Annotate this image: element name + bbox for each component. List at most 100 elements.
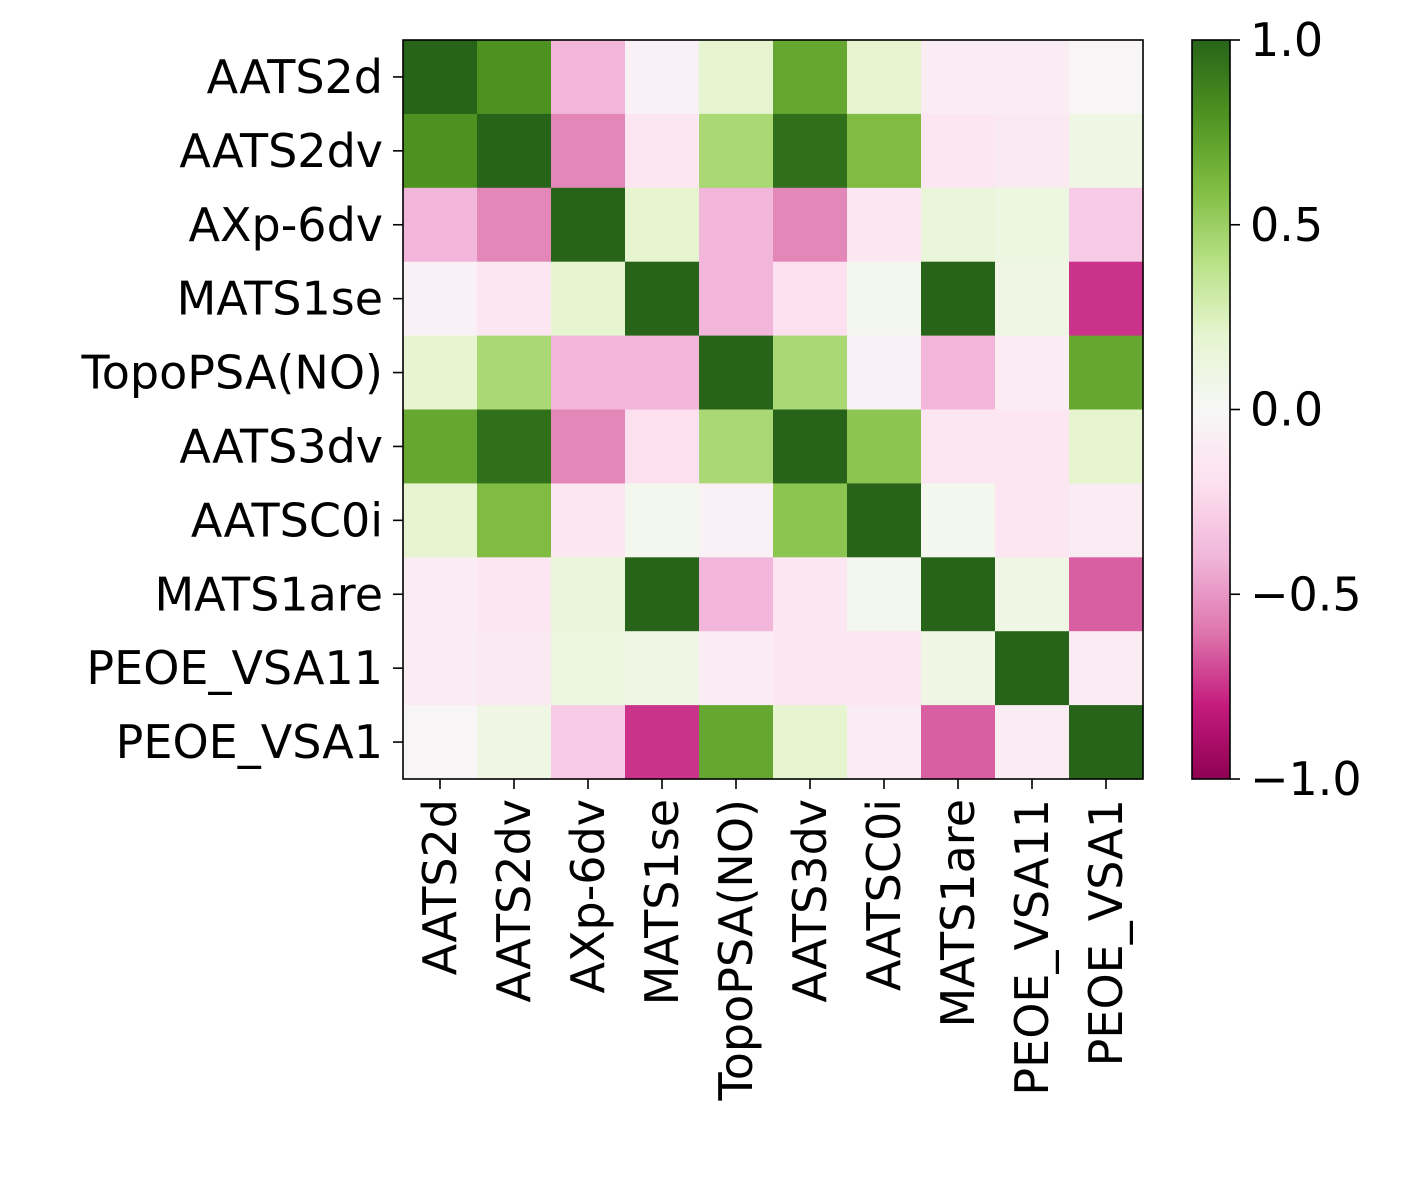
heatmap-cell [1069,335,1144,411]
heatmap-cell [699,335,774,411]
heatmap-cell [773,187,848,263]
colorbar-tick-label: −0.5 [1250,567,1362,621]
y-tick-label: MATS1are [154,567,383,621]
heatmap-cell [847,557,922,632]
heatmap-cell [773,335,848,411]
heatmap-cell [551,483,626,558]
heatmap-cell [477,483,552,558]
heatmap-cell [551,113,626,189]
heatmap-cell [847,113,922,189]
heatmap-cell [921,631,996,706]
heatmap-cell [551,40,626,115]
heatmap-cell [995,557,1070,632]
heatmap-cell [625,705,700,780]
heatmap-cell [921,557,996,632]
y-tick-label: PEOE_VSA11 [86,641,383,695]
y-tick-label: TopoPSA(NO) [80,346,383,400]
x-tick-label: PEOE_VSA11 [1005,799,1059,1096]
y-tick-label: PEOE_VSA1 [116,715,383,769]
heatmap-cell [847,409,922,484]
heatmap-cell [477,631,552,706]
heatmap-cell [477,409,552,484]
colorbar-tick-label: 0.0 [1250,383,1323,437]
heatmap-cell [921,335,996,411]
heatmap-cell [1069,113,1144,189]
colorbar-tick-label: −1.0 [1250,752,1362,806]
y-tick-label: AATSC0i [191,493,383,547]
colorbar: 1.0 0.5 0.0 −0.5 −1.0 [1191,13,1362,806]
heatmap-cell [403,335,478,411]
heatmap-cell [625,261,700,337]
x-tick-label: AATSC0i [857,799,911,991]
heatmap-cell [403,631,478,706]
heatmap-cell [995,705,1070,780]
y-tick-label: AATS3dv [179,419,383,473]
heatmap-cell [847,335,922,411]
heatmap-cell [551,705,626,780]
heatmap-cell [995,631,1070,706]
heatmap-cell [551,187,626,263]
heatmap-cell [847,40,922,115]
heatmap-cell [551,335,626,411]
heatmap-cell [773,261,848,337]
y-tick-label: AATS2d [207,50,383,104]
heatmap-cell [403,705,478,780]
heatmap-cell [995,113,1070,189]
heatmap-cell [995,483,1070,558]
heatmap-cell [1069,187,1144,263]
heatmap-cell [773,409,848,484]
heatmap-cell [921,40,996,115]
heatmap-cell [403,483,478,558]
heatmap-cell [699,409,774,484]
heatmap-cell [921,705,996,780]
x-tick-label: AATS2dv [487,799,541,1003]
heatmap-cell [625,187,700,263]
heatmap-cell [699,40,774,115]
heatmap-cell [403,409,478,484]
heatmap-cell [625,409,700,484]
x-tick-label: TopoPSA(NO) [709,799,763,1102]
y-tick-label: AXp-6dv [189,198,383,252]
heatmap-cell [551,409,626,484]
heatmap-cell [551,631,626,706]
heatmap-cell [921,483,996,558]
heatmap-cell [773,113,848,189]
heatmap-cell [625,557,700,632]
heatmap-cell [699,483,774,558]
heatmap-cell [625,483,700,558]
heatmap-cell [1069,557,1144,632]
heatmap-cell [625,40,700,115]
heatmap-cell [847,261,922,337]
heatmap-cell [699,261,774,337]
x-tick-label: PEOE_VSA1 [1079,799,1133,1066]
x-tick-label: AXp-6dv [561,799,615,993]
heatmap-cell [625,113,700,189]
heatmap-cell [995,40,1070,115]
heatmap-cell [477,187,552,263]
heatmap-cell [1069,631,1144,706]
heatmap-cell [921,113,996,189]
heatmap-cell [403,40,478,115]
heatmap-cell [995,261,1070,337]
heatmap-cell [921,261,996,337]
heatmap-cell [477,113,552,189]
heatmap-cell [403,557,478,632]
heatmap-cell [847,705,922,780]
heatmap-cell [403,187,478,263]
heatmap-cell [773,631,848,706]
heatmap-cell [403,113,478,189]
colorbar-tick-label: 1.0 [1250,13,1323,67]
y-axis: AATS2d AATS2dv AXp-6dv MATS1se TopoPSA(NO) AA… [80,50,403,769]
heatmap-cell [1069,261,1144,337]
heatmap-cell [921,409,996,484]
heatmap-cell [551,261,626,337]
heatmap-cell [995,335,1070,411]
heatmap-cell [1069,705,1144,780]
heatmap-cell [403,261,478,337]
x-axis: AATS2d AATS2dv AXp-6dv MATS1se TopoPSA(NO) AA… [413,779,1133,1102]
heatmap-cell [847,483,922,558]
y-tick-label: MATS1se [177,272,383,326]
heatmap-cell [477,40,552,115]
heatmap-cell [625,335,700,411]
